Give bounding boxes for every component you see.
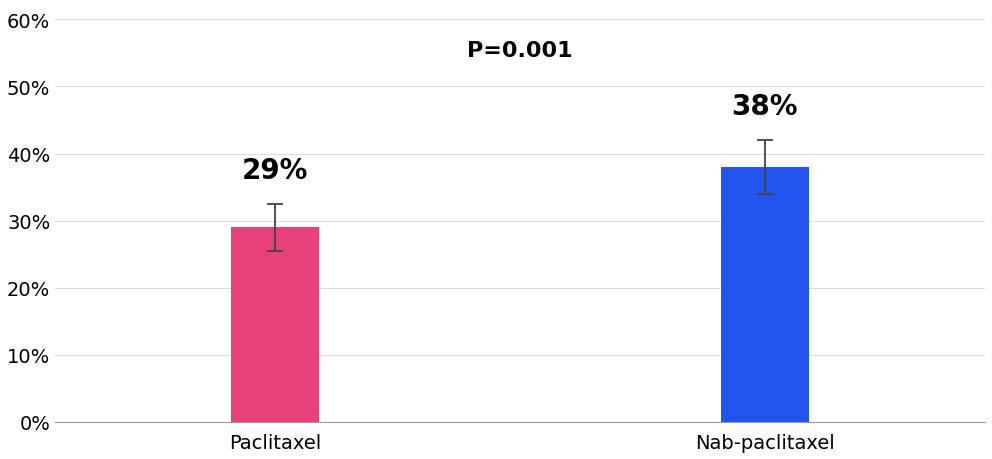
Bar (721, 168, 808, 422)
Bar (231, 228, 319, 422)
Text: 29%: 29% (242, 157, 309, 185)
Text: 38%: 38% (731, 93, 799, 121)
Text: P=0.001: P=0.001 (467, 40, 573, 61)
